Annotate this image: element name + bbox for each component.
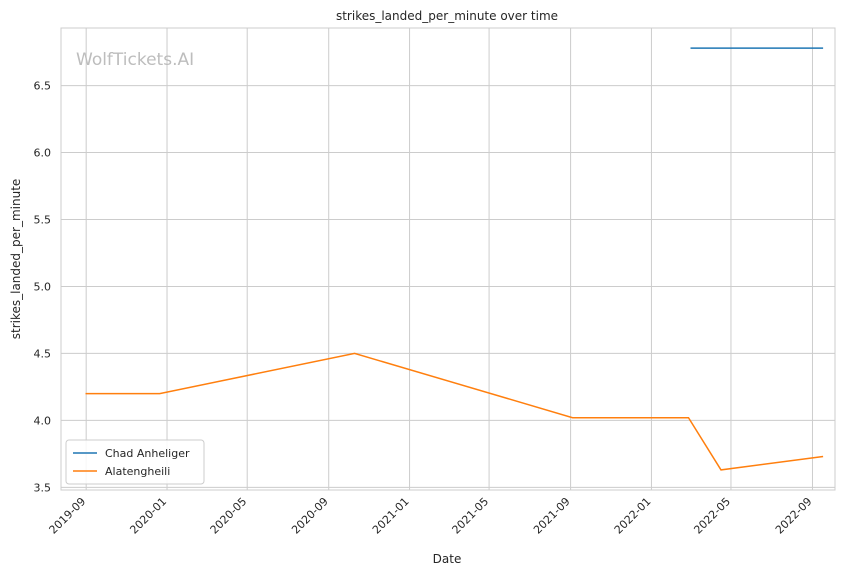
- y-tick-label: 5.0: [34, 280, 52, 293]
- legend-box: [65, 439, 205, 485]
- y-tick-label: 5.5: [34, 213, 52, 226]
- watermark: WolfTickets.AI: [76, 50, 194, 70]
- y-tick-label: 4.0: [34, 414, 52, 427]
- legend: Chad Anheliger Alatengheili: [65, 439, 205, 485]
- plot-area: [60, 27, 836, 491]
- chart-title: strikes_landed_per_minute over time: [336, 9, 558, 23]
- series-lines: [85, 47, 824, 471]
- legend-label: Chad Anheliger: [105, 447, 190, 460]
- y-tick-label: 4.5: [34, 347, 52, 360]
- y-tick-label: 6.5: [34, 80, 52, 93]
- y-axis-label: strikes_landed_per_minute: [9, 179, 23, 340]
- grid: [61, 28, 835, 490]
- legend-label: Alatengheili: [105, 465, 170, 478]
- y-tick-label: 3.5: [34, 481, 52, 494]
- y-tick-label: 6.0: [34, 147, 52, 160]
- series-line-1: [85, 352, 824, 471]
- x-axis-label: Date: [433, 552, 462, 566]
